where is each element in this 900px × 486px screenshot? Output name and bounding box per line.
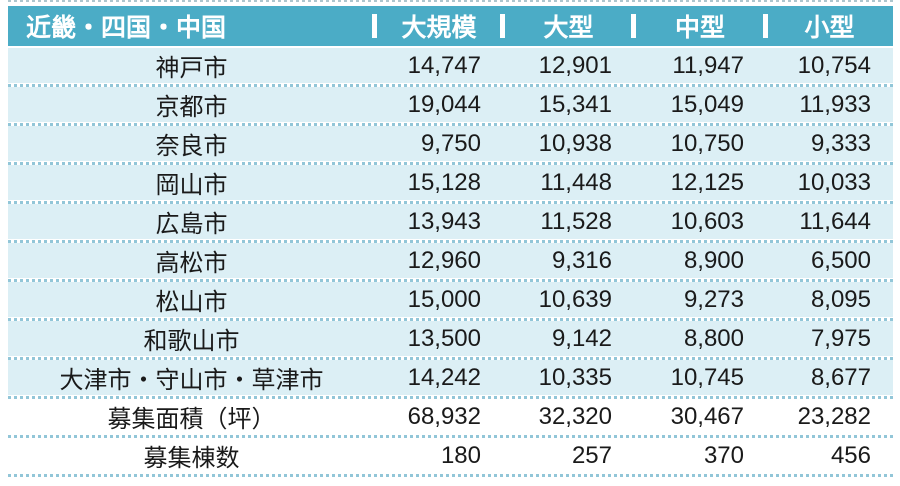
table-top-divider: [8, 0, 893, 2]
cell-value: 19,044: [407, 90, 481, 118]
row-label: 募集棟数: [143, 445, 240, 472]
row-label: 広島市: [155, 211, 228, 238]
row-divider: [8, 239, 893, 243]
row-divider: [8, 83, 893, 87]
cell-value: 8,095: [810, 285, 871, 313]
region-rent-table: 近畿・四国・中国 大規模 大型 中型 小型 神戸市 14,747 12,901 …: [8, 6, 893, 477]
row-label: 松山市: [155, 289, 228, 316]
row-label: 京都市: [155, 94, 228, 121]
cell-value: 68,932: [407, 402, 481, 430]
row-label: 募集面積（坪）: [107, 406, 276, 433]
cell-value: 456: [830, 441, 871, 469]
row-label: 大津市・守山市・草津市: [59, 367, 324, 394]
cell-value: 15,000: [407, 285, 481, 313]
row-divider: [8, 200, 893, 204]
cell-value: 10,938: [538, 129, 612, 157]
cell-value: 13,943: [407, 207, 481, 235]
table-row: 岡山市 15,128 11,448 12,125 10,033: [8, 165, 893, 200]
cell-value: 10,750: [670, 129, 744, 157]
row-label: 神戸市: [155, 55, 228, 82]
cell-value: 11,448: [540, 168, 612, 196]
cell-value: 8,800: [683, 324, 744, 352]
row-divider: [8, 278, 893, 282]
table-row: 奈良市 9,750 10,938 10,750 9,333: [8, 126, 893, 161]
row-label: 岡山市: [155, 172, 228, 199]
cell-value: 23,282: [797, 402, 871, 430]
table-row: 大津市・守山市・草津市 14,242 10,335 10,745 8,677: [8, 360, 893, 395]
cell-value: 6,500: [810, 246, 871, 274]
cell-value: 10,603: [670, 207, 744, 235]
cell-value: 9,142: [551, 324, 612, 352]
table-header-row: 近畿・四国・中国 大規模 大型 中型 小型: [8, 6, 893, 46]
row-divider: [8, 434, 893, 438]
cell-value: 14,747: [407, 51, 481, 79]
cell-value: 12,960: [407, 246, 481, 274]
header-col-medium: 中型: [631, 8, 766, 44]
cell-value: 9,316: [551, 246, 612, 274]
row-divider: [8, 356, 893, 360]
cell-value: 15,341: [538, 90, 612, 118]
cell-value: 10,639: [538, 285, 612, 313]
row-divider: [8, 317, 893, 321]
cell-value: 9,750: [420, 129, 481, 157]
header-col-large-scale: 大規模: [372, 8, 503, 44]
header-col-large: 大型: [500, 8, 634, 44]
cell-value: 13,500: [407, 324, 481, 352]
cell-value: 370: [703, 441, 744, 469]
table-row-total-area: 募集面積（坪） 68,932 32,320 30,467 23,282: [8, 399, 893, 434]
row-label: 高松市: [155, 250, 228, 277]
cell-value: 30,467: [670, 402, 744, 430]
table-row: 広島市 13,943 11,528 10,603 11,644: [8, 204, 893, 239]
cell-value: 10,335: [538, 363, 612, 391]
table-row: 神戸市 14,747 12,901 11,947 10,754: [8, 48, 893, 83]
cell-value: 9,333: [810, 129, 871, 157]
cell-value: 15,049: [670, 90, 744, 118]
cell-value: 8,677: [810, 363, 871, 391]
cell-value: 15,128: [407, 168, 481, 196]
row-divider: [8, 395, 893, 399]
table-row: 高松市 12,960 9,316 8,900 6,500: [8, 243, 893, 278]
table-row-total-buildings: 募集棟数 180 257 370 456: [8, 438, 893, 473]
cell-value: 257: [571, 441, 612, 469]
cell-value: 10,745: [670, 363, 744, 391]
row-label: 奈良市: [155, 133, 228, 160]
cell-value: 12,901: [538, 51, 612, 79]
header-col-small: 小型: [763, 8, 893, 44]
cell-value: 32,320: [538, 402, 612, 430]
cell-value: 9,273: [683, 285, 744, 313]
cell-value: 14,242: [407, 363, 481, 391]
row-divider: [8, 161, 893, 165]
header-region: 近畿・四国・中国: [26, 14, 227, 42]
table-row: 京都市 19,044 15,341 15,049 11,933: [8, 87, 893, 122]
cell-value: 12,125: [670, 168, 744, 196]
table-row: 和歌山市 13,500 9,142 8,800 7,975: [8, 321, 893, 356]
table-row: 松山市 15,000 10,639 9,273 8,095: [8, 282, 893, 317]
cell-value: 8,900: [683, 246, 744, 274]
row-label: 和歌山市: [143, 328, 240, 355]
cell-value: 11,528: [540, 207, 612, 235]
cell-value: 11,933: [799, 90, 871, 118]
cell-value: 7,975: [810, 324, 871, 352]
cell-value: 11,947: [672, 51, 744, 79]
cell-value: 180: [440, 441, 481, 469]
table-bottom-divider: [8, 473, 893, 477]
cell-value: 10,754: [797, 51, 871, 79]
cell-value: 11,644: [799, 207, 871, 235]
row-divider: [8, 122, 893, 126]
cell-value: 10,033: [797, 168, 871, 196]
